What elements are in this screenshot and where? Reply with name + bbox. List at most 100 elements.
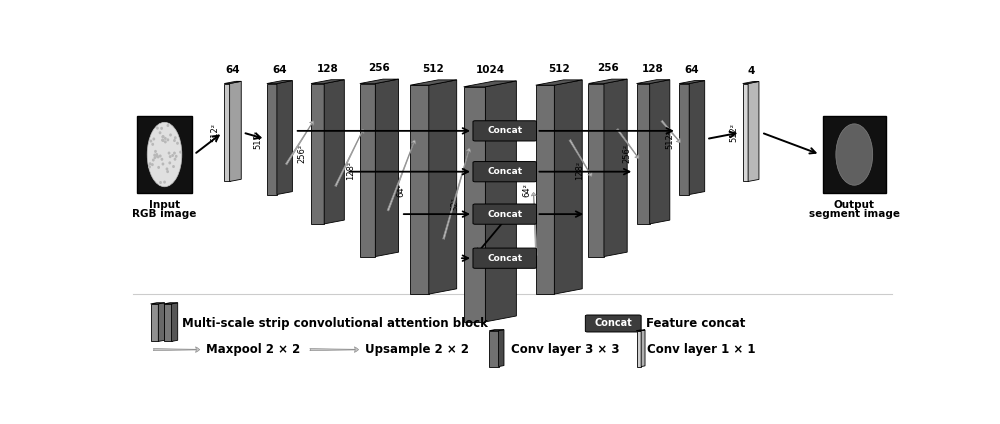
Ellipse shape <box>168 162 171 165</box>
Polygon shape <box>324 80 344 224</box>
Polygon shape <box>743 84 748 181</box>
Text: Conv layer 3 × 3: Conv layer 3 × 3 <box>511 343 619 356</box>
Ellipse shape <box>157 155 160 159</box>
Polygon shape <box>410 85 429 294</box>
Ellipse shape <box>149 162 151 165</box>
Ellipse shape <box>152 137 155 140</box>
Polygon shape <box>650 80 670 224</box>
FancyBboxPatch shape <box>473 204 537 224</box>
Polygon shape <box>489 329 504 331</box>
FancyBboxPatch shape <box>473 121 537 141</box>
Polygon shape <box>158 303 165 341</box>
Text: 128²: 128² <box>346 160 355 180</box>
Text: Output: Output <box>834 200 875 210</box>
Ellipse shape <box>166 138 169 141</box>
Polygon shape <box>267 84 277 195</box>
Ellipse shape <box>152 159 155 162</box>
Polygon shape <box>536 85 554 294</box>
Text: 64: 64 <box>272 65 287 75</box>
Polygon shape <box>637 84 650 224</box>
Polygon shape <box>637 330 645 331</box>
Polygon shape <box>172 303 178 341</box>
Text: RGB image: RGB image <box>132 209 197 219</box>
Polygon shape <box>230 81 241 181</box>
Ellipse shape <box>174 136 177 139</box>
Text: 256²: 256² <box>623 144 632 163</box>
Polygon shape <box>151 303 165 304</box>
Polygon shape <box>588 84 604 257</box>
Text: 512²: 512² <box>211 123 220 142</box>
Ellipse shape <box>154 150 157 153</box>
Ellipse shape <box>164 140 167 143</box>
Ellipse shape <box>153 153 156 156</box>
Text: Concat: Concat <box>487 126 522 135</box>
Polygon shape <box>748 81 759 181</box>
Text: 256²: 256² <box>297 144 306 163</box>
Polygon shape <box>641 330 645 367</box>
Polygon shape <box>637 80 670 84</box>
Bar <box>822 116 886 193</box>
Polygon shape <box>311 84 324 224</box>
Ellipse shape <box>173 139 176 142</box>
Polygon shape <box>164 303 178 304</box>
Ellipse shape <box>156 155 158 158</box>
Ellipse shape <box>175 155 178 158</box>
Ellipse shape <box>147 122 182 187</box>
Ellipse shape <box>166 167 168 170</box>
Text: 64²: 64² <box>397 183 406 197</box>
Ellipse shape <box>159 154 162 158</box>
Ellipse shape <box>173 151 176 155</box>
Ellipse shape <box>155 153 158 156</box>
Polygon shape <box>743 81 759 84</box>
Ellipse shape <box>156 127 159 130</box>
Text: 64: 64 <box>685 65 699 75</box>
Text: 256: 256 <box>597 63 619 73</box>
Polygon shape <box>489 331 499 367</box>
Ellipse shape <box>162 162 164 165</box>
Ellipse shape <box>149 139 152 142</box>
Ellipse shape <box>166 170 169 173</box>
Text: 512: 512 <box>548 64 570 74</box>
Polygon shape <box>485 81 516 322</box>
Text: Conv layer 1 × 1: Conv layer 1 × 1 <box>647 343 755 356</box>
Text: 256: 256 <box>368 63 390 73</box>
Text: Multi-scale strip convolutional attention block: Multi-scale strip convolutional attentio… <box>182 317 487 330</box>
Text: Maxpool 2 × 2: Maxpool 2 × 2 <box>206 343 301 356</box>
Polygon shape <box>360 79 399 84</box>
Ellipse shape <box>163 181 166 184</box>
Polygon shape <box>637 331 641 367</box>
Text: 32²: 32² <box>450 198 459 211</box>
Text: 512²: 512² <box>665 129 674 148</box>
Polygon shape <box>464 81 516 87</box>
Polygon shape <box>679 81 705 84</box>
Polygon shape <box>164 304 172 341</box>
Polygon shape <box>604 79 627 257</box>
Polygon shape <box>554 80 582 294</box>
Polygon shape <box>277 81 292 195</box>
Polygon shape <box>410 80 457 85</box>
Text: 128: 128 <box>317 64 339 74</box>
Ellipse shape <box>148 165 151 168</box>
Polygon shape <box>375 79 399 257</box>
Ellipse shape <box>174 158 176 161</box>
Ellipse shape <box>159 181 162 184</box>
Polygon shape <box>224 84 230 181</box>
Polygon shape <box>224 81 241 84</box>
Bar <box>137 116 192 193</box>
Text: 64²: 64² <box>522 183 531 197</box>
Text: 128: 128 <box>642 64 664 74</box>
Ellipse shape <box>162 139 165 142</box>
Text: Feature concat: Feature concat <box>646 317 745 330</box>
Polygon shape <box>499 329 504 367</box>
Ellipse shape <box>171 154 174 157</box>
Text: segment image: segment image <box>809 209 900 219</box>
Ellipse shape <box>157 166 160 169</box>
Ellipse shape <box>836 124 873 185</box>
Polygon shape <box>536 80 582 85</box>
Ellipse shape <box>160 127 163 130</box>
Polygon shape <box>429 80 457 294</box>
Text: Concat: Concat <box>487 209 522 219</box>
Polygon shape <box>360 84 375 257</box>
Polygon shape <box>679 84 689 195</box>
FancyBboxPatch shape <box>473 162 537 182</box>
